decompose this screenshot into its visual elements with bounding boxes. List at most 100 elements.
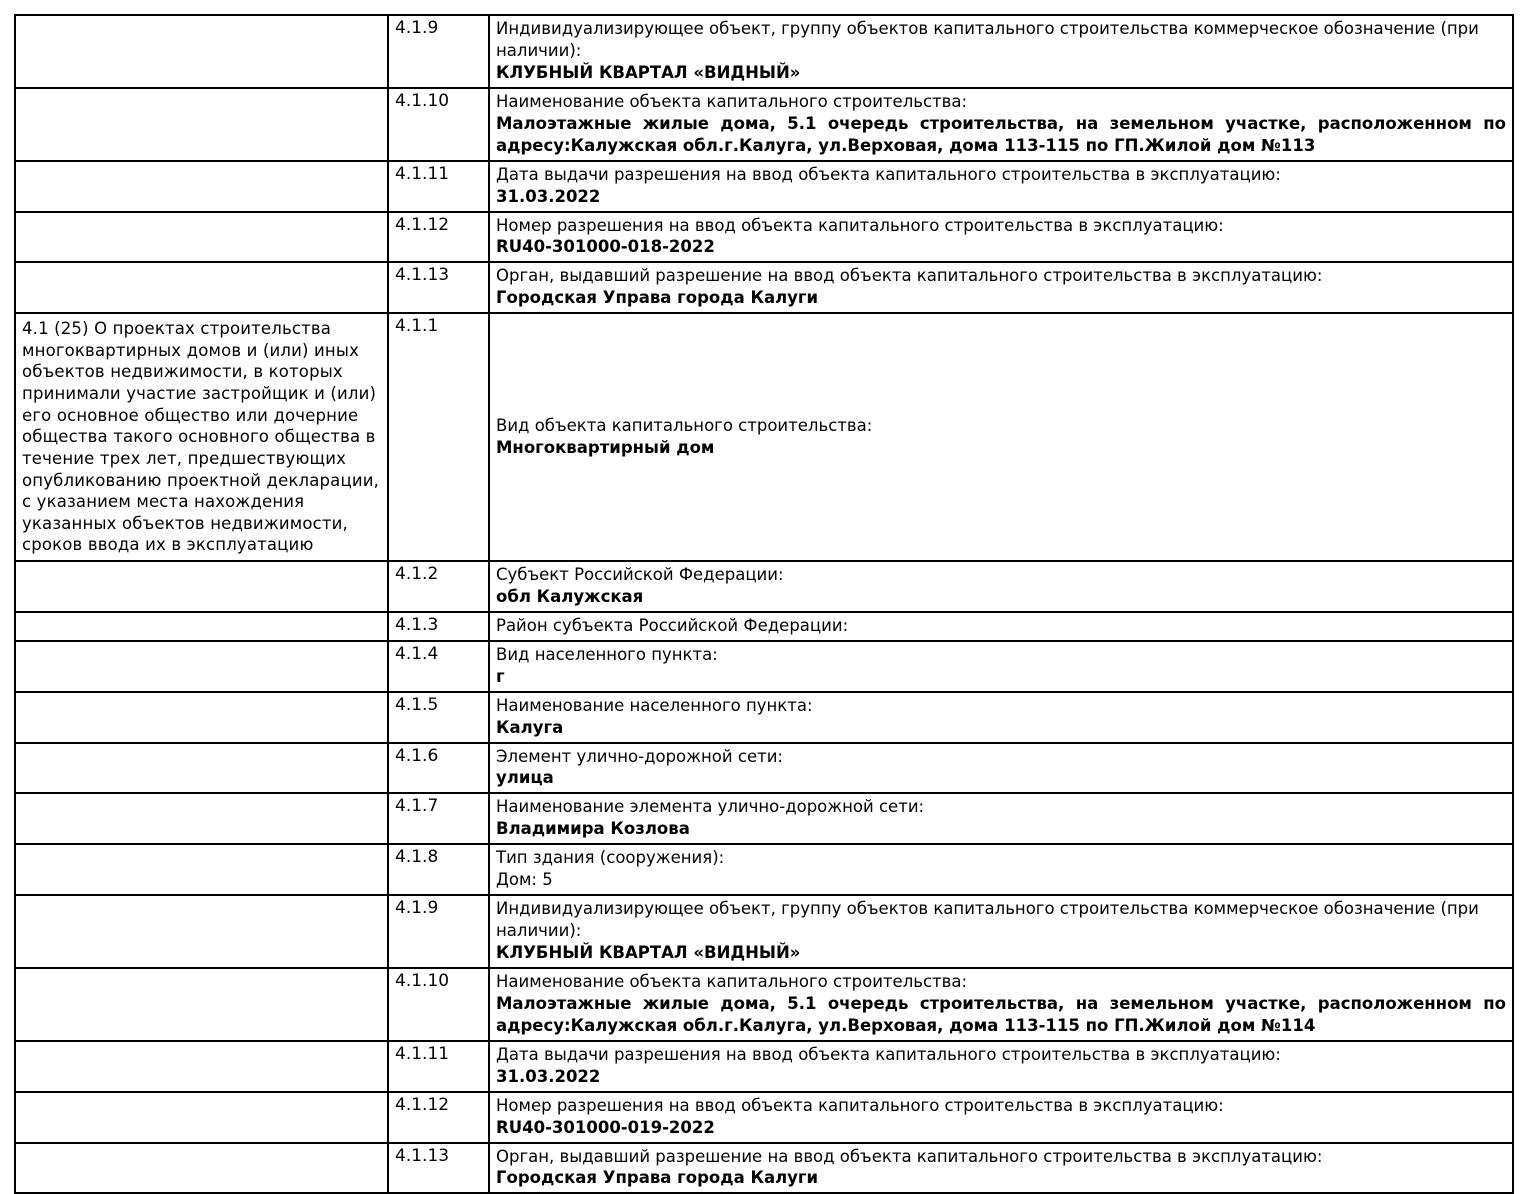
- field-label: Наименование объекта капитального строит…: [496, 91, 968, 111]
- code-text: 4.1.5: [395, 694, 439, 715]
- field-value: RU40-301000-019-2022: [496, 1117, 715, 1137]
- section-cell: [14, 1090, 389, 1144]
- body-cell: Индивидуализирующее объект, группу объек…: [488, 894, 1514, 969]
- section-text: [16, 896, 387, 904]
- body-cell: Наименование элемента улично-дорожной се…: [488, 792, 1514, 846]
- code-text: 4.1.11: [395, 1043, 450, 1064]
- body-content: Орган, выдавший разрешение на ввод объек…: [490, 1144, 1512, 1193]
- field-label: Номер разрешения на ввод объекта капитал…: [496, 215, 1224, 235]
- code-text: 4.1.11: [395, 163, 450, 184]
- code-text: 4.1.8: [395, 847, 439, 868]
- table-row: 4.1.3 Район субъекта Российской Федераци…: [14, 610, 1514, 642]
- code-cell: 4.1.9: [387, 894, 490, 969]
- field-label: Наименование объекта капитального строит…: [496, 971, 968, 991]
- body-cell: Номер разрешения на ввод объекта капитал…: [488, 210, 1514, 264]
- section-cell: [14, 639, 389, 693]
- section-text: [16, 562, 387, 570]
- field-value: КЛУБНЫЙ КВАРТАЛ «ВИДНЫЙ»: [496, 943, 801, 963]
- body-content: Дата выдачи разрешения на ввод объекта к…: [490, 162, 1512, 211]
- section-cell: [14, 843, 389, 897]
- body-content: Наименование элемента улично-дорожной се…: [490, 794, 1512, 843]
- code-cell: 4.1.6: [387, 741, 490, 795]
- code-cell: 4.1.4: [387, 639, 490, 693]
- table-row: 4.1.11 Дата выдачи разрешения на ввод об…: [14, 159, 1514, 213]
- code-text: 4.1.3: [395, 614, 439, 635]
- section-cell: [14, 14, 389, 89]
- section-cell: [14, 210, 389, 264]
- body-cell: Орган, выдавший разрешение на ввод объек…: [488, 261, 1514, 315]
- body-cell: Элемент улично-дорожной сети: улица: [488, 741, 1514, 795]
- section-text: [16, 1042, 387, 1050]
- section-cell: [14, 1039, 389, 1093]
- code-cell: 4.1.7: [387, 792, 490, 846]
- body-content: Номер разрешения на ввод объекта капитал…: [490, 213, 1512, 262]
- field-label: Орган, выдавший разрешение на ввод объек…: [496, 266, 1323, 286]
- code-text: 4.1.13: [395, 1145, 450, 1166]
- code-text: 4.1.2: [395, 563, 439, 584]
- table-row: 4.1.4 Вид населенного пункта: г: [14, 639, 1514, 693]
- body-content: Субъект Российской Федерации: обл Калужс…: [490, 562, 1512, 611]
- body-content: Индивидуализирующее объект, группу объек…: [490, 16, 1512, 87]
- field-value-line: Малоэтажные жилые дома, 5.1 очередь стро…: [496, 993, 1506, 1013]
- field-value: Дом: 5: [496, 870, 553, 890]
- field-value: Владимира Козлова: [496, 819, 690, 839]
- section-heading-text: 4.1 (25) О проектах строительства многок…: [22, 319, 380, 555]
- body-content: Номер разрешения на ввод объекта капитал…: [490, 1093, 1512, 1142]
- table-body: 4.1.9 Индивидуализирующее объект, группу…: [14, 14, 1514, 1194]
- section-text: [16, 1144, 387, 1152]
- table-row: 4.1.9 Индивидуализирующее объект, группу…: [14, 894, 1514, 969]
- code-text: 4.1.10: [395, 970, 450, 991]
- section-text: [16, 845, 387, 853]
- section-cell: [14, 741, 389, 795]
- table-row: 4.1.12 Номер разрешения на ввод объекта …: [14, 210, 1514, 264]
- section-cell: 4.1 (25) О проектах строительства многок…: [14, 312, 389, 562]
- code-cell: 4.1.13: [387, 1141, 490, 1194]
- section-text: [16, 263, 387, 271]
- body-content: Индивидуализирующее объект, группу объек…: [490, 896, 1512, 967]
- field-label: Дата выдачи разрешения на ввод объекта к…: [496, 1044, 1281, 1064]
- body-cell: Наименование объекта капитального строит…: [488, 86, 1514, 162]
- field-label: Элемент улично-дорожной сети:: [496, 746, 783, 766]
- section-cell: [14, 1141, 389, 1194]
- body-content: Наименование объекта капитального строит…: [490, 89, 1512, 160]
- table-row: 4.1.11 Дата выдачи разрешения на ввод об…: [14, 1039, 1514, 1093]
- code-cell: 4.1.12: [387, 1090, 490, 1144]
- field-value: улица: [496, 768, 554, 788]
- field-value: Городская Управа города Калуги: [496, 1168, 819, 1188]
- field-label: Тип здания (сооружения):: [496, 848, 725, 868]
- field-value: Городская Управа города Калуги: [496, 288, 819, 308]
- body-cell: Наименование населенного пункта: Калуга: [488, 690, 1514, 744]
- field-label: Дата выдачи разрешения на ввод объекта к…: [496, 164, 1281, 184]
- code-cell: 4.1.13: [387, 261, 490, 315]
- body-cell: Индивидуализирующее объект, группу объек…: [488, 14, 1514, 89]
- section-text: [16, 744, 387, 752]
- code-cell: 4.1.3: [387, 610, 490, 642]
- code-text: 4.1.1: [395, 316, 439, 337]
- code-text: 4.1.9: [395, 18, 439, 38]
- body-cell: Вид объекта капитального строительства: …: [488, 312, 1514, 562]
- code-text: 4.1.13: [395, 265, 450, 286]
- code-cell: 4.1.10: [387, 86, 490, 162]
- field-value: Многоквартирный дом: [496, 437, 715, 457]
- body-cell: Район субъекта Российской Федерации:: [488, 610, 1514, 642]
- body-content: Тип здания (сооружения): Дом: 5: [490, 845, 1512, 894]
- code-cell: 4.1.12: [387, 210, 490, 264]
- body-content: Район субъекта Российской Федерации:: [490, 613, 1512, 640]
- code-text: 4.1.12: [395, 1094, 450, 1115]
- field-value: RU40-301000-018-2022: [496, 237, 715, 257]
- section-text: [16, 213, 387, 221]
- field-value: г: [496, 666, 505, 686]
- field-value: КЛУБНЫЙ КВАРТАЛ «ВИДНЫЙ»: [496, 62, 801, 82]
- field-value-line: Малоэтажные жилые дома, 5.1 очередь стро…: [496, 113, 1506, 133]
- section-text: [16, 89, 387, 97]
- table-row-section-heading: 4.1 (25) О проектах строительства многок…: [14, 312, 1514, 562]
- body-content: Вид населенного пункта: г: [490, 642, 1512, 691]
- section-cell: [14, 792, 389, 846]
- code-cell: 4.1.1: [387, 312, 490, 562]
- code-cell: 4.1.9: [387, 14, 490, 89]
- table-row: 4.1.2 Субъект Российской Федерации: обл …: [14, 559, 1514, 613]
- body-content: Дата выдачи разрешения на ввод объекта к…: [490, 1042, 1512, 1091]
- field-label: Наименование населенного пункта:: [496, 695, 813, 715]
- section-text: [16, 693, 387, 701]
- table-row: 4.1.13 Орган, выдавший разрешение на вво…: [14, 261, 1514, 315]
